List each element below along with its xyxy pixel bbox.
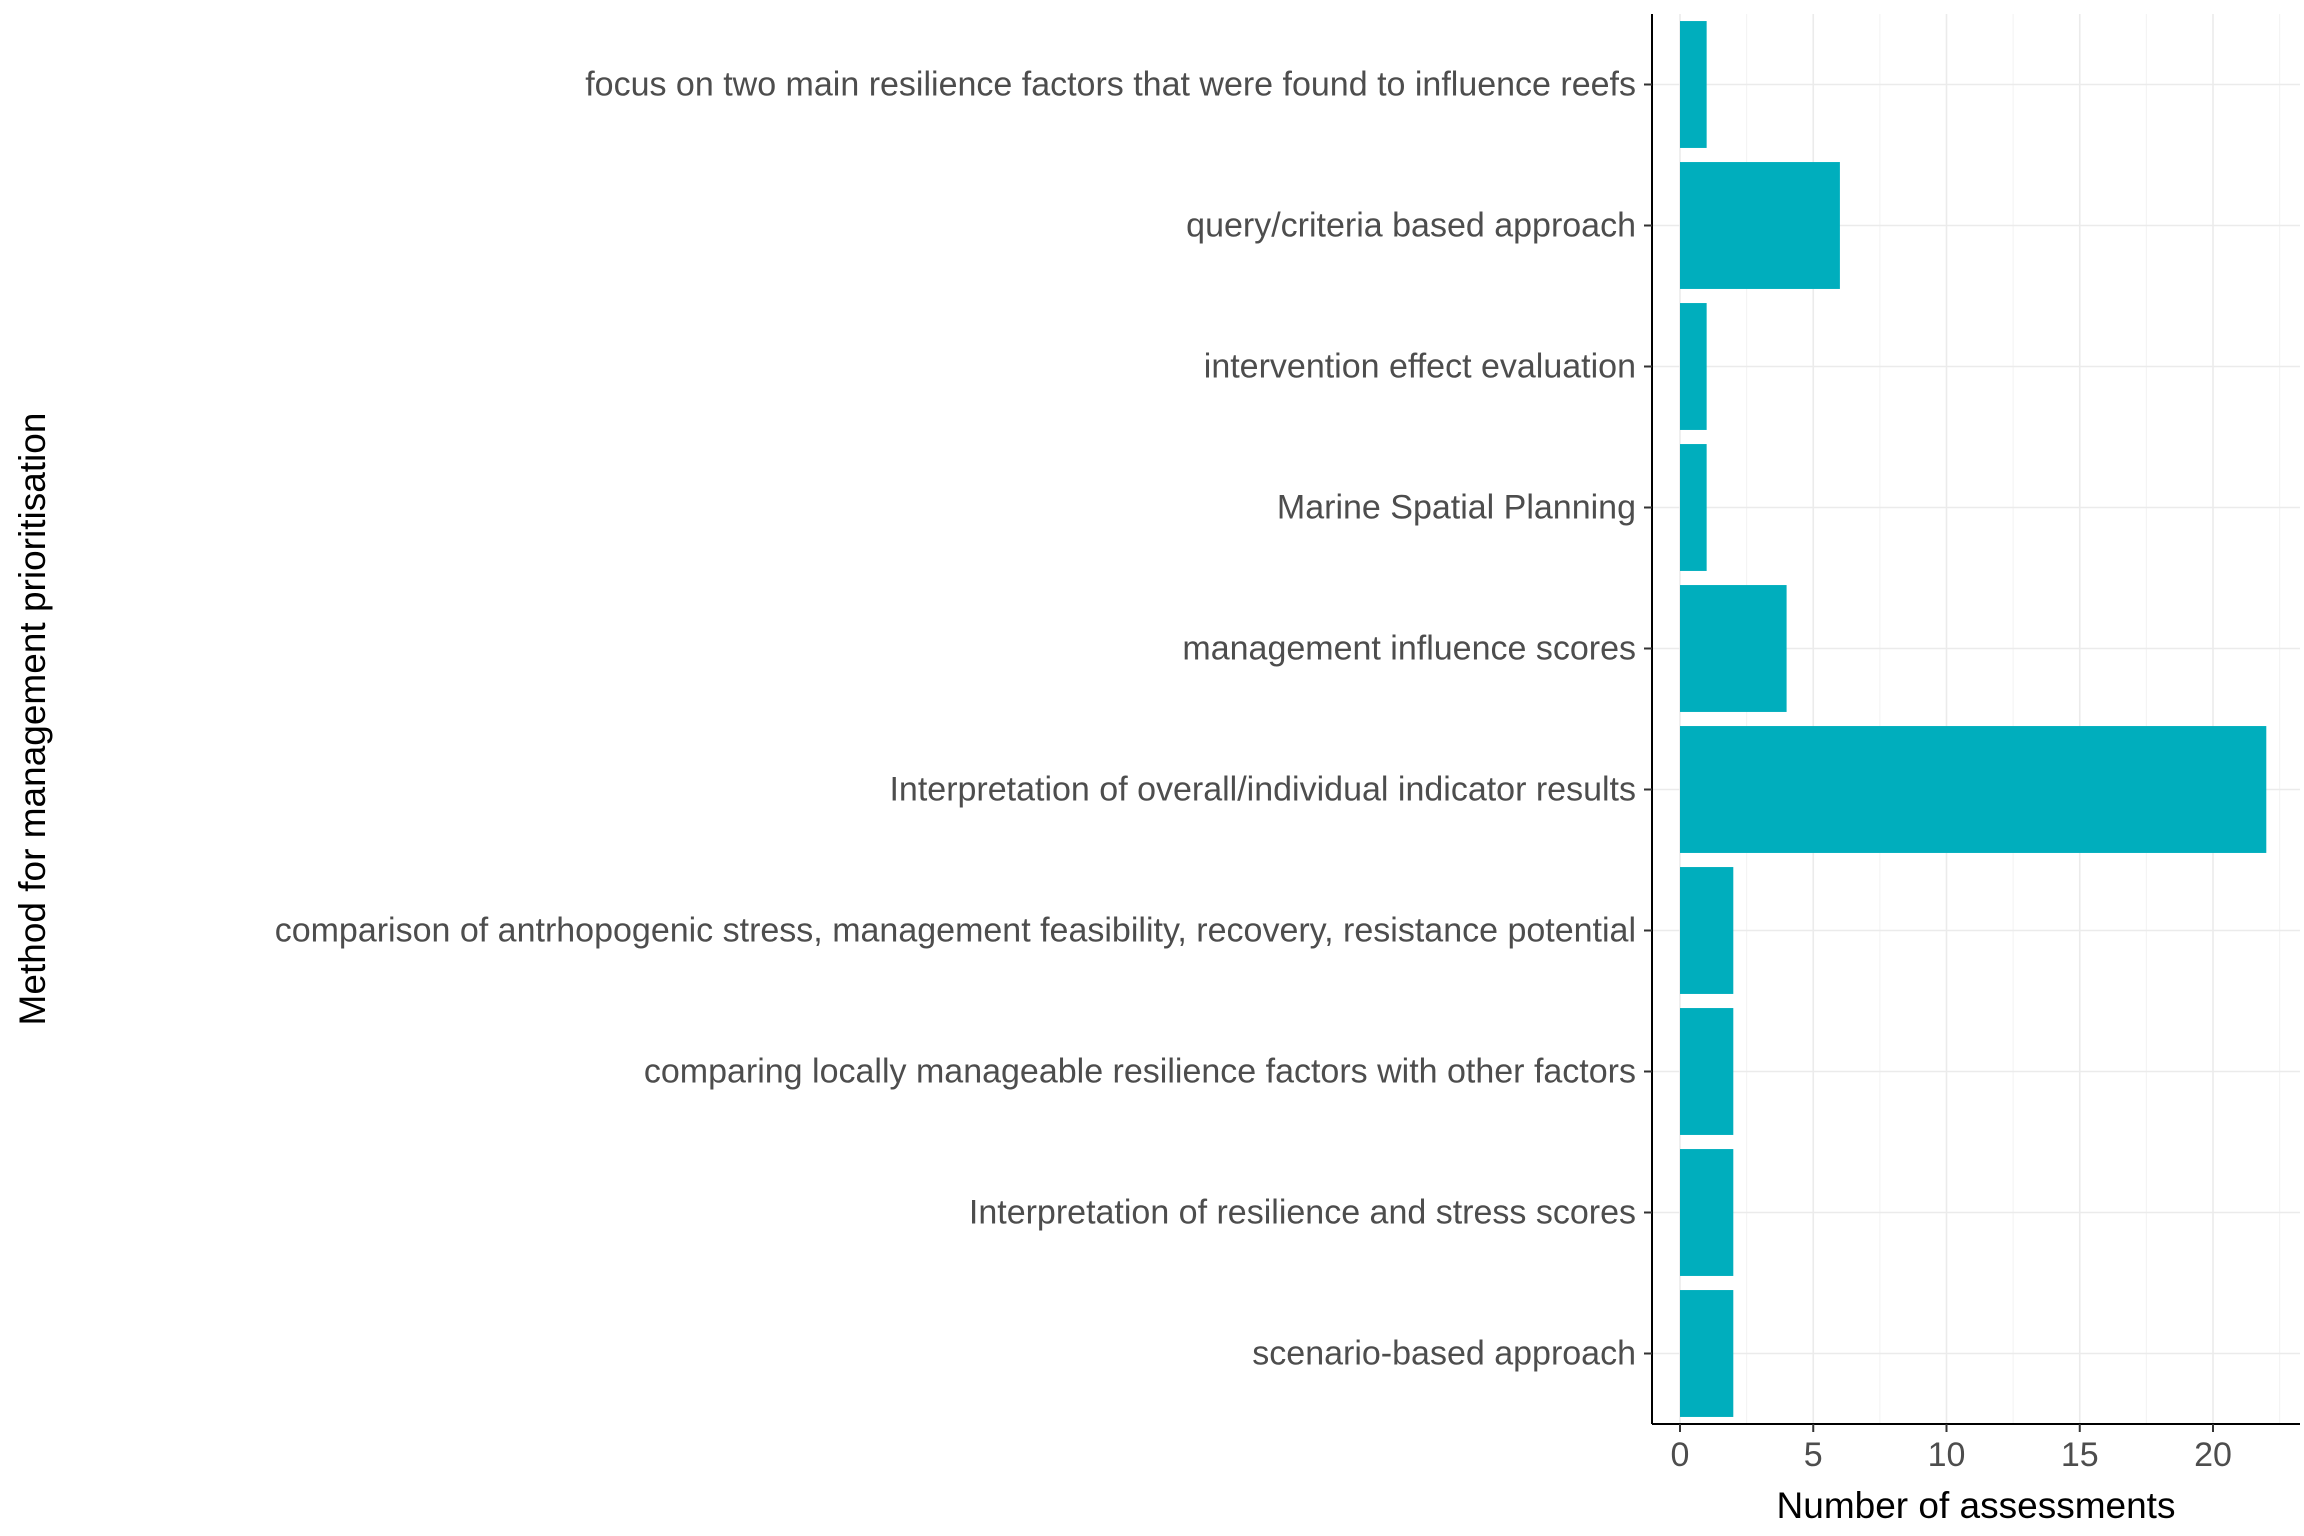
bar xyxy=(1680,726,2267,853)
axes xyxy=(1651,14,2300,1425)
bar xyxy=(1680,21,1707,148)
category-label: Marine Spatial Planning xyxy=(1277,489,1636,527)
bar xyxy=(1680,303,1707,430)
category-label: Interpretation of overall/individual ind… xyxy=(889,771,1636,809)
bar xyxy=(1680,1149,1734,1276)
category-label: management influence scores xyxy=(1182,630,1636,668)
category-label: query/criteria based approach xyxy=(1186,207,1636,245)
x-axis-title: Number of assessments xyxy=(1777,1485,2176,1526)
x-tick-label: 15 xyxy=(2061,1436,2099,1474)
bar xyxy=(1680,162,1840,289)
category-label: intervention effect evaluation xyxy=(1204,348,1636,386)
category-label: focus on two main resilience factors tha… xyxy=(585,66,1636,104)
category-label: scenario-based approach xyxy=(1252,1335,1636,1373)
bar xyxy=(1680,867,1734,994)
category-label: comparing locally manageable resilience … xyxy=(644,1053,1636,1091)
bar xyxy=(1680,444,1707,571)
y-axis-title: Method for management prioritisation xyxy=(12,413,53,1026)
x-tick-label: 5 xyxy=(1804,1436,1823,1474)
x-tick-label: 10 xyxy=(1928,1436,1966,1474)
x-tick-label: 0 xyxy=(1671,1436,1690,1474)
category-label: comparison of antrhopogenic stress, mana… xyxy=(275,912,1636,950)
bar xyxy=(1680,1290,1734,1417)
x-tick-label: 20 xyxy=(2194,1436,2232,1474)
tick-labels: focus on two main resilience factors tha… xyxy=(275,66,2232,1475)
bar xyxy=(1680,1008,1734,1135)
bar xyxy=(1680,585,1787,712)
tick-marks xyxy=(1644,83,2214,1432)
category-label: Interpretation of resilience and stress … xyxy=(969,1194,1636,1232)
bars xyxy=(1680,21,2267,1417)
